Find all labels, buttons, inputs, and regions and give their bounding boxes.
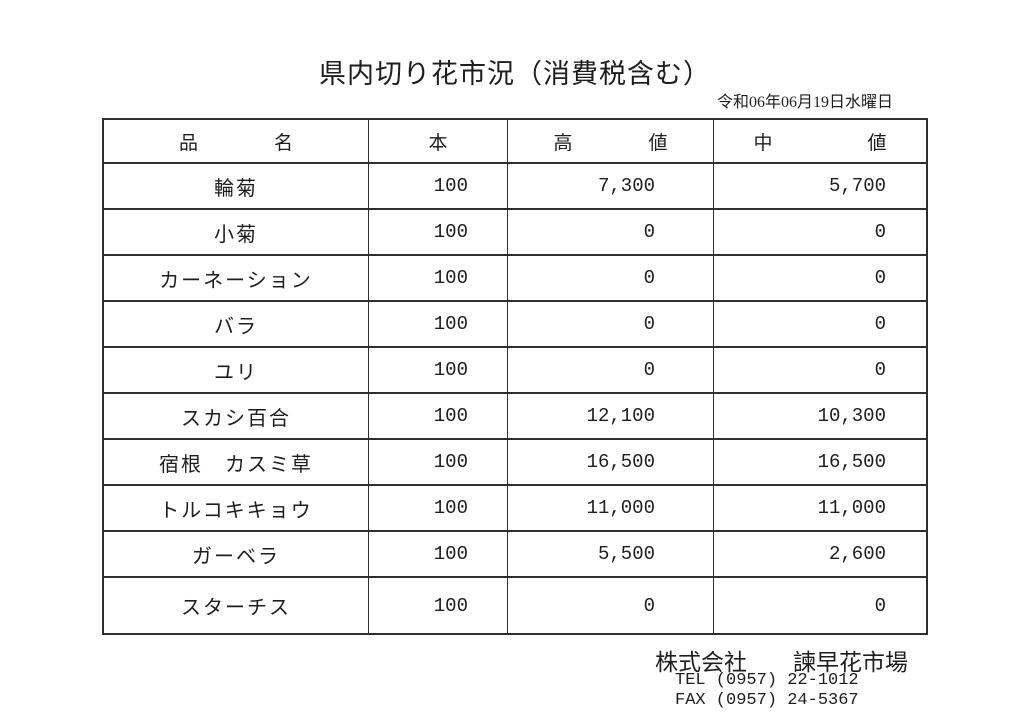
page-title: 県内切り花市況（消費税含む） bbox=[319, 59, 711, 89]
quantity-cell: 100 bbox=[369, 210, 508, 254]
item-name-cell: スカシ百合 bbox=[104, 394, 369, 438]
quantity-cell: 100 bbox=[369, 486, 508, 530]
price-table: 品 名 本 高 値 中 値 輪菊 100 7,300 5,700 小菊 100 … bbox=[102, 118, 928, 635]
table-row: スターチス 100 0 0 bbox=[104, 578, 926, 633]
high-price-cell: 5,500 bbox=[508, 532, 714, 576]
high-price-cell: 0 bbox=[508, 256, 714, 300]
mid-price-cell: 5,700 bbox=[828, 175, 886, 197]
header-item-name: 品 名 bbox=[104, 120, 369, 162]
high-price-cell: 0 bbox=[508, 348, 714, 392]
mid-price-cell: 0 bbox=[874, 221, 886, 243]
item-name-cell: 小菊 bbox=[104, 210, 369, 254]
table-row: ガーベラ 100 5,500 2,600 bbox=[104, 532, 926, 578]
item-name-cell: スターチス bbox=[104, 578, 369, 633]
table-header-row: 品 名 本 高 値 中 値 bbox=[104, 120, 926, 164]
item-name-cell: ガーベラ bbox=[104, 532, 369, 576]
item-name-cell: バラ bbox=[104, 302, 369, 346]
mid-price-cell: 0 bbox=[874, 313, 886, 335]
header-quantity: 本 bbox=[369, 120, 508, 162]
mid-price-cell: 16,500 bbox=[817, 451, 886, 473]
quantity-cell: 100 bbox=[369, 302, 508, 346]
mid-price-cell: 0 bbox=[874, 267, 886, 289]
quantity-cell: 100 bbox=[369, 348, 508, 392]
fax-line: FAX (0957) 24-5367 bbox=[675, 691, 859, 710]
table-row: ユリ 100 0 0 bbox=[104, 348, 926, 394]
table-row: 輪菊 100 7,300 5,700 bbox=[104, 164, 926, 210]
item-name-cell: 宿根 カスミ草 bbox=[104, 440, 369, 484]
tel-line: TEL (0957) 22-1012 bbox=[675, 671, 859, 690]
quantity-cell: 100 bbox=[369, 256, 508, 300]
header-high-price: 高 値 bbox=[508, 120, 714, 162]
high-price-cell: 0 bbox=[508, 578, 714, 633]
item-name-cell: 輪菊 bbox=[104, 164, 369, 208]
mid-price-cell: 11,000 bbox=[817, 497, 886, 519]
report-date: 令和06年06月19日水曜日 bbox=[716, 94, 893, 111]
table-row: 小菊 100 0 0 bbox=[104, 210, 926, 256]
item-name-cell: ユリ bbox=[104, 348, 369, 392]
table-row: トルコキキョウ 100 11,000 11,000 bbox=[104, 486, 926, 532]
quantity-cell: 100 bbox=[369, 394, 508, 438]
mid-price-cell: 10,300 bbox=[817, 405, 886, 427]
quantity-cell: 100 bbox=[369, 578, 508, 633]
high-price-cell: 16,500 bbox=[508, 440, 714, 484]
quantity-cell: 100 bbox=[369, 532, 508, 576]
table-row: 宿根 カスミ草 100 16,500 16,500 bbox=[104, 440, 926, 486]
company-name: 株式会社 諫早花市場 bbox=[655, 650, 908, 675]
high-price-cell: 0 bbox=[508, 302, 714, 346]
table-row: カーネーション 100 0 0 bbox=[104, 256, 926, 302]
item-name-cell: カーネーション bbox=[104, 256, 369, 300]
mid-price-cell: 0 bbox=[874, 594, 886, 617]
table-row: スカシ百合 100 12,100 10,300 bbox=[104, 394, 926, 440]
mid-price-cell: 2,600 bbox=[828, 543, 886, 565]
header-mid-price: 中 値 bbox=[753, 132, 887, 154]
table-row: バラ 100 0 0 bbox=[104, 302, 926, 348]
mid-price-cell: 0 bbox=[874, 359, 886, 381]
high-price-cell: 11,000 bbox=[508, 486, 714, 530]
quantity-cell: 100 bbox=[369, 440, 508, 484]
high-price-cell: 7,300 bbox=[508, 164, 714, 208]
quantity-cell: 100 bbox=[369, 164, 508, 208]
high-price-cell: 12,100 bbox=[508, 394, 714, 438]
high-price-cell: 0 bbox=[508, 210, 714, 254]
item-name-cell: トルコキキョウ bbox=[104, 486, 369, 530]
